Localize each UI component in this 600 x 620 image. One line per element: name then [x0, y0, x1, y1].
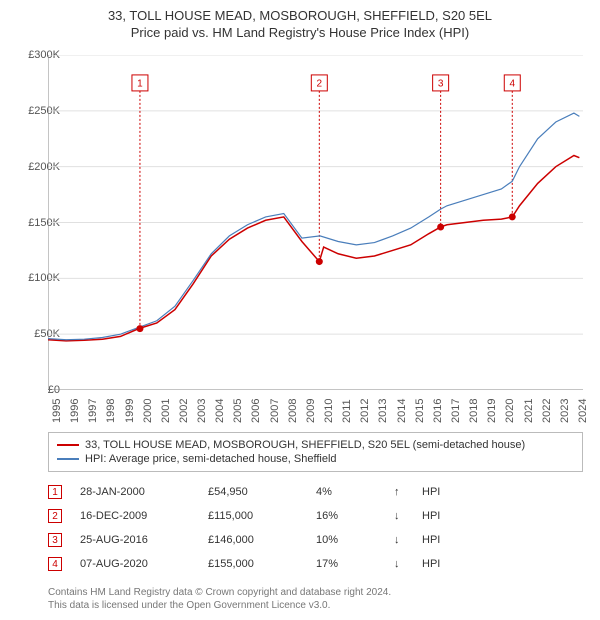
sale-arrow-icon: ↑ [394, 486, 404, 498]
x-tick-label: 1998 [105, 399, 117, 423]
sale-diff: 10% [316, 534, 376, 546]
sale-price: £146,000 [208, 534, 298, 546]
x-tick-label: 2006 [250, 399, 262, 423]
legend-label: 33, TOLL HOUSE MEAD, MOSBOROUGH, SHEFFIE… [85, 439, 525, 451]
sale-date: 16-DEC-2009 [80, 510, 190, 522]
footer-line-2: This data is licensed under the Open Gov… [48, 599, 391, 612]
footer: Contains HM Land Registry data © Crown c… [48, 586, 391, 612]
legend-item: 33, TOLL HOUSE MEAD, MOSBOROUGH, SHEFFIE… [57, 438, 574, 452]
x-tick-label: 2009 [305, 399, 317, 423]
sale-hpi-label: HPI [422, 558, 452, 570]
legend-swatch [57, 444, 79, 446]
title-block: 33, TOLL HOUSE MEAD, MOSBOROUGH, SHEFFIE… [0, 0, 600, 40]
sale-hpi-label: HPI [422, 510, 452, 522]
sale-price: £54,950 [208, 486, 298, 498]
svg-text:4: 4 [509, 79, 515, 90]
sale-diff: 4% [316, 486, 376, 498]
footer-line-1: Contains HM Land Registry data © Crown c… [48, 586, 391, 599]
title-sub: Price paid vs. HM Land Registry's House … [0, 25, 600, 40]
x-tick-label: 2015 [414, 399, 426, 423]
x-tick-label: 2024 [577, 399, 589, 423]
sale-row: 4 07-AUG-2020 £155,000 17% ↓ HPI [48, 552, 583, 576]
x-tick-label: 2001 [160, 399, 172, 423]
sale-row: 2 16-DEC-2009 £115,000 16% ↓ HPI [48, 504, 583, 528]
x-tick-label: 1997 [87, 399, 99, 423]
chart-svg: 1 2 3 4 [48, 55, 583, 390]
x-tick-label: 2021 [523, 399, 535, 423]
x-tick-label: 2007 [269, 399, 281, 423]
chart-area: 1 2 3 4 [48, 55, 583, 390]
x-tick-label: 2004 [214, 399, 226, 423]
x-tick-label: 2012 [359, 399, 371, 423]
x-tick-label: 1995 [51, 399, 63, 423]
x-tick-label: 2002 [178, 399, 190, 423]
x-tick-label: 2008 [287, 399, 299, 423]
sale-diff: 16% [316, 510, 376, 522]
sale-arrow-icon: ↓ [394, 558, 404, 570]
sale-row: 1 28-JAN-2000 £54,950 4% ↑ HPI [48, 480, 583, 504]
x-tick-label: 2014 [396, 399, 408, 423]
title-main: 33, TOLL HOUSE MEAD, MOSBOROUGH, SHEFFIE… [0, 8, 600, 23]
x-tick-label: 2017 [450, 399, 462, 423]
x-tick-label: 1999 [124, 399, 136, 423]
sale-date: 25-AUG-2016 [80, 534, 190, 546]
legend: 33, TOLL HOUSE MEAD, MOSBOROUGH, SHEFFIE… [48, 432, 583, 472]
sale-date: 28-JAN-2000 [80, 486, 190, 498]
x-tick-label: 2018 [468, 399, 480, 423]
sale-price: £115,000 [208, 510, 298, 522]
x-tick-label: 2023 [559, 399, 571, 423]
sale-hpi-label: HPI [422, 486, 452, 498]
x-tick-label: 2000 [142, 399, 154, 423]
x-tick-label: 2022 [541, 399, 553, 423]
x-tick-label: 2011 [341, 399, 353, 423]
x-tick-label: 2003 [196, 399, 208, 423]
sale-date: 07-AUG-2020 [80, 558, 190, 570]
x-tick-label: 2010 [323, 399, 335, 423]
sales-table: 1 28-JAN-2000 £54,950 4% ↑ HPI 2 16-DEC-2009 £11… [48, 480, 583, 576]
sale-marker: 4 [48, 557, 62, 571]
legend-item: HPI: Average price, semi-detached house,… [57, 452, 574, 466]
sale-marker: 1 [48, 485, 62, 499]
x-axis-labels: 1995 1996 1997 1998 1999 2000 2001 2002 2003 2004… [48, 393, 583, 428]
sale-row: 3 25-AUG-2016 £146,000 10% ↓ HPI [48, 528, 583, 552]
svg-text:2: 2 [317, 79, 323, 90]
sale-arrow-icon: ↓ [394, 534, 404, 546]
chart-container: 33, TOLL HOUSE MEAD, MOSBOROUGH, SHEFFIE… [0, 0, 600, 620]
svg-text:1: 1 [137, 79, 143, 90]
x-tick-label: 2005 [232, 399, 244, 423]
x-tick-label: 2013 [377, 399, 389, 423]
x-tick-label: 2019 [486, 399, 498, 423]
x-tick-label: 2020 [504, 399, 516, 423]
sale-marker: 3 [48, 533, 62, 547]
legend-label: HPI: Average price, semi-detached house,… [85, 453, 337, 465]
sale-arrow-icon: ↓ [394, 510, 404, 522]
sale-hpi-label: HPI [422, 534, 452, 546]
x-tick-label: 2016 [432, 399, 444, 423]
sale-diff: 17% [316, 558, 376, 570]
legend-swatch [57, 458, 79, 460]
sale-marker: 2 [48, 509, 62, 523]
sale-price: £155,000 [208, 558, 298, 570]
x-tick-label: 1996 [69, 399, 81, 423]
svg-text:3: 3 [438, 79, 444, 90]
